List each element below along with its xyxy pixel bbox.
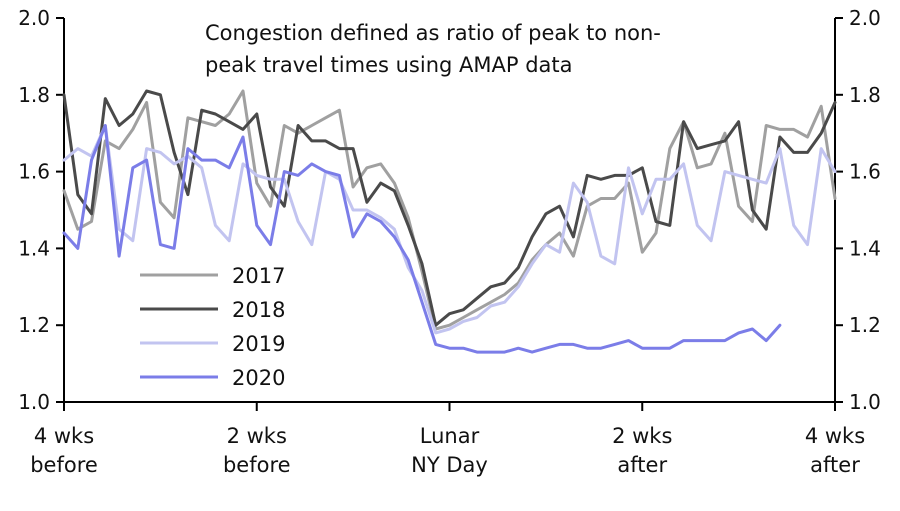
x-tick-label: 2 wks [612,424,672,448]
legend-label-2019: 2019 [232,332,285,356]
chart-annotation: Congestion defined as ratio of peak to n… [205,21,661,77]
x-tick-label: Lunar [420,424,480,448]
annotation-line-2: peak travel times using AMAP data [205,53,573,77]
y-tick-label-left: 1.8 [18,83,50,107]
y-tick-label-left: 1.0 [18,390,50,414]
y-tick-label-right: 1.8 [849,83,881,107]
series-line-2017 [62,89,837,331]
x-tick-label: 2 wks [227,424,287,448]
x-tick-label: 4 wks [34,424,94,448]
legend-label-2017: 2017 [232,264,285,288]
series-line-2019 [62,124,837,335]
y-tick-label-left: 1.2 [18,313,50,337]
y-tick-label-left: 1.6 [18,160,50,184]
x-tick-label: after [617,453,667,477]
legend-label-2018: 2018 [232,298,285,322]
chart-legend: 2017 2018 2019 2020 [140,264,285,390]
y-tick-label-right: 1.6 [849,160,881,184]
x-tick-label: before [223,453,291,477]
x-tick-label: 4 wks [805,424,865,448]
y-tick-label-left: 1.4 [18,236,50,260]
legend-label-2020: 2020 [232,366,285,390]
x-tick-label: before [30,453,98,477]
annotation-line-1: Congestion defined as ratio of peak to n… [205,21,661,45]
series-line-2018 [62,89,837,327]
y-tick-label-right: 2.0 [849,6,881,30]
chart-axes: 1.0 1.0 1.2 1.2 1.4 1.4 1.6 1.6 1.8 1.8 2.0 2.0 4 wk… [18,6,881,477]
y-tick-label-right: 1.2 [849,313,881,337]
x-tick-label: after [810,453,860,477]
y-tick-label-right: 1.4 [849,236,881,260]
x-tick-label: NY Day [411,453,488,477]
chart-series [62,89,837,354]
series-line-2020 [62,124,782,354]
y-tick-label-right: 1.0 [849,390,881,414]
y-tick-label-left: 2.0 [18,6,50,30]
